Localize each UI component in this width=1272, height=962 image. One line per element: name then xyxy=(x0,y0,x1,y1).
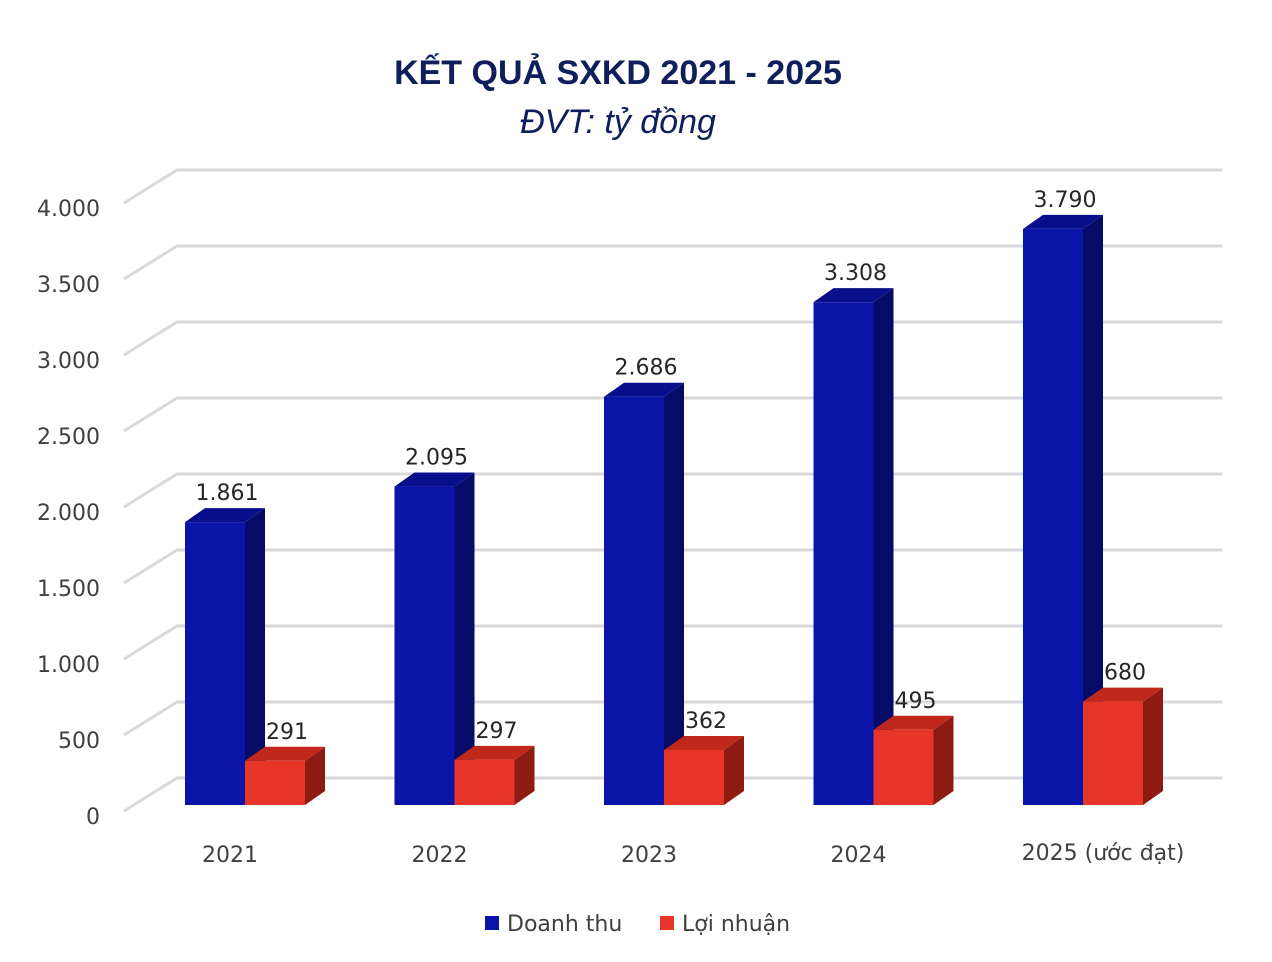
y-tick-label: 4.000 xyxy=(37,197,100,222)
x-tick-label: 2022 xyxy=(412,843,468,868)
bar xyxy=(185,522,245,805)
bar xyxy=(454,759,515,805)
y-tick-label: 2.000 xyxy=(37,501,100,526)
data-label: 1.861 xyxy=(196,481,259,506)
y-tick-label: 500 xyxy=(58,729,100,754)
y-tick-label: 3.000 xyxy=(37,349,100,374)
bar-top xyxy=(394,472,475,487)
bar-top xyxy=(1083,687,1163,702)
data-label: 297 xyxy=(476,719,518,744)
bar xyxy=(604,396,664,805)
legend-label: Doanh thu xyxy=(507,912,622,937)
bar-top xyxy=(185,508,265,523)
y-tick-label: 1.500 xyxy=(37,577,100,602)
bar xyxy=(813,302,874,805)
y-tick-label: 1.000 xyxy=(37,653,100,678)
bars: 1.861 291 2.095 297 2.686 362 3.308 495 3.790 680 xyxy=(185,188,1163,806)
bar xyxy=(873,729,934,805)
x-tick-label: 2025 (ước đạt) xyxy=(1022,841,1185,866)
data-label: 495 xyxy=(895,689,937,714)
bar-side xyxy=(933,715,954,805)
data-label: 3.790 xyxy=(1034,188,1097,213)
data-label: 291 xyxy=(266,720,308,745)
data-label: 362 xyxy=(685,709,727,734)
x-axis: 2021 2022 2023 2024 2025 (ước đạt) xyxy=(202,841,1184,868)
bar-side xyxy=(1083,214,1103,806)
bar-top xyxy=(454,745,535,760)
data-label: 2.095 xyxy=(405,446,468,471)
bar-side xyxy=(245,508,265,805)
bar-side xyxy=(305,746,325,805)
x-tick-label: 2023 xyxy=(621,843,677,868)
chart-title: KẾT QUẢ SXKD 2021 - 2025 xyxy=(394,54,842,92)
legend: Doanh thu Lợi nhuận xyxy=(485,912,790,937)
bar xyxy=(245,760,305,805)
legend-label: Lợi nhuận xyxy=(682,912,790,937)
bar xyxy=(1083,701,1143,805)
gridline xyxy=(123,244,1222,281)
bar-top xyxy=(1023,214,1103,229)
bar xyxy=(1023,228,1083,806)
y-axis: 0 500 1.000 1.500 2.000 2.500 3.000 3.500 4.000 xyxy=(37,197,100,830)
gridlines xyxy=(123,168,1222,813)
y-tick-label: 0 xyxy=(86,805,100,830)
gridline xyxy=(123,168,1222,205)
data-label: 3.308 xyxy=(824,261,887,286)
chart-subtitle: ĐVT: tỷ đồng xyxy=(520,103,716,141)
bar-top xyxy=(813,288,894,303)
bar-side xyxy=(664,382,684,805)
legend-swatch xyxy=(485,916,499,930)
bar-top xyxy=(604,382,684,397)
bar xyxy=(664,749,724,805)
data-label: 2.686 xyxy=(615,356,678,381)
x-tick-label: 2021 xyxy=(202,843,258,868)
bar-top xyxy=(664,735,744,750)
y-tick-label: 2.500 xyxy=(37,425,100,450)
bar-side xyxy=(454,472,475,805)
y-tick-label: 3.500 xyxy=(37,273,100,298)
data-label: 680 xyxy=(1104,661,1146,686)
bar-top xyxy=(245,746,325,761)
bar-top xyxy=(873,715,954,730)
x-tick-label: 2024 xyxy=(831,843,887,868)
bar-side xyxy=(514,745,535,805)
bar-side xyxy=(1143,687,1163,805)
bar-side xyxy=(873,288,894,806)
bar xyxy=(394,486,455,805)
legend-swatch xyxy=(660,916,674,930)
bar-side xyxy=(724,735,744,805)
